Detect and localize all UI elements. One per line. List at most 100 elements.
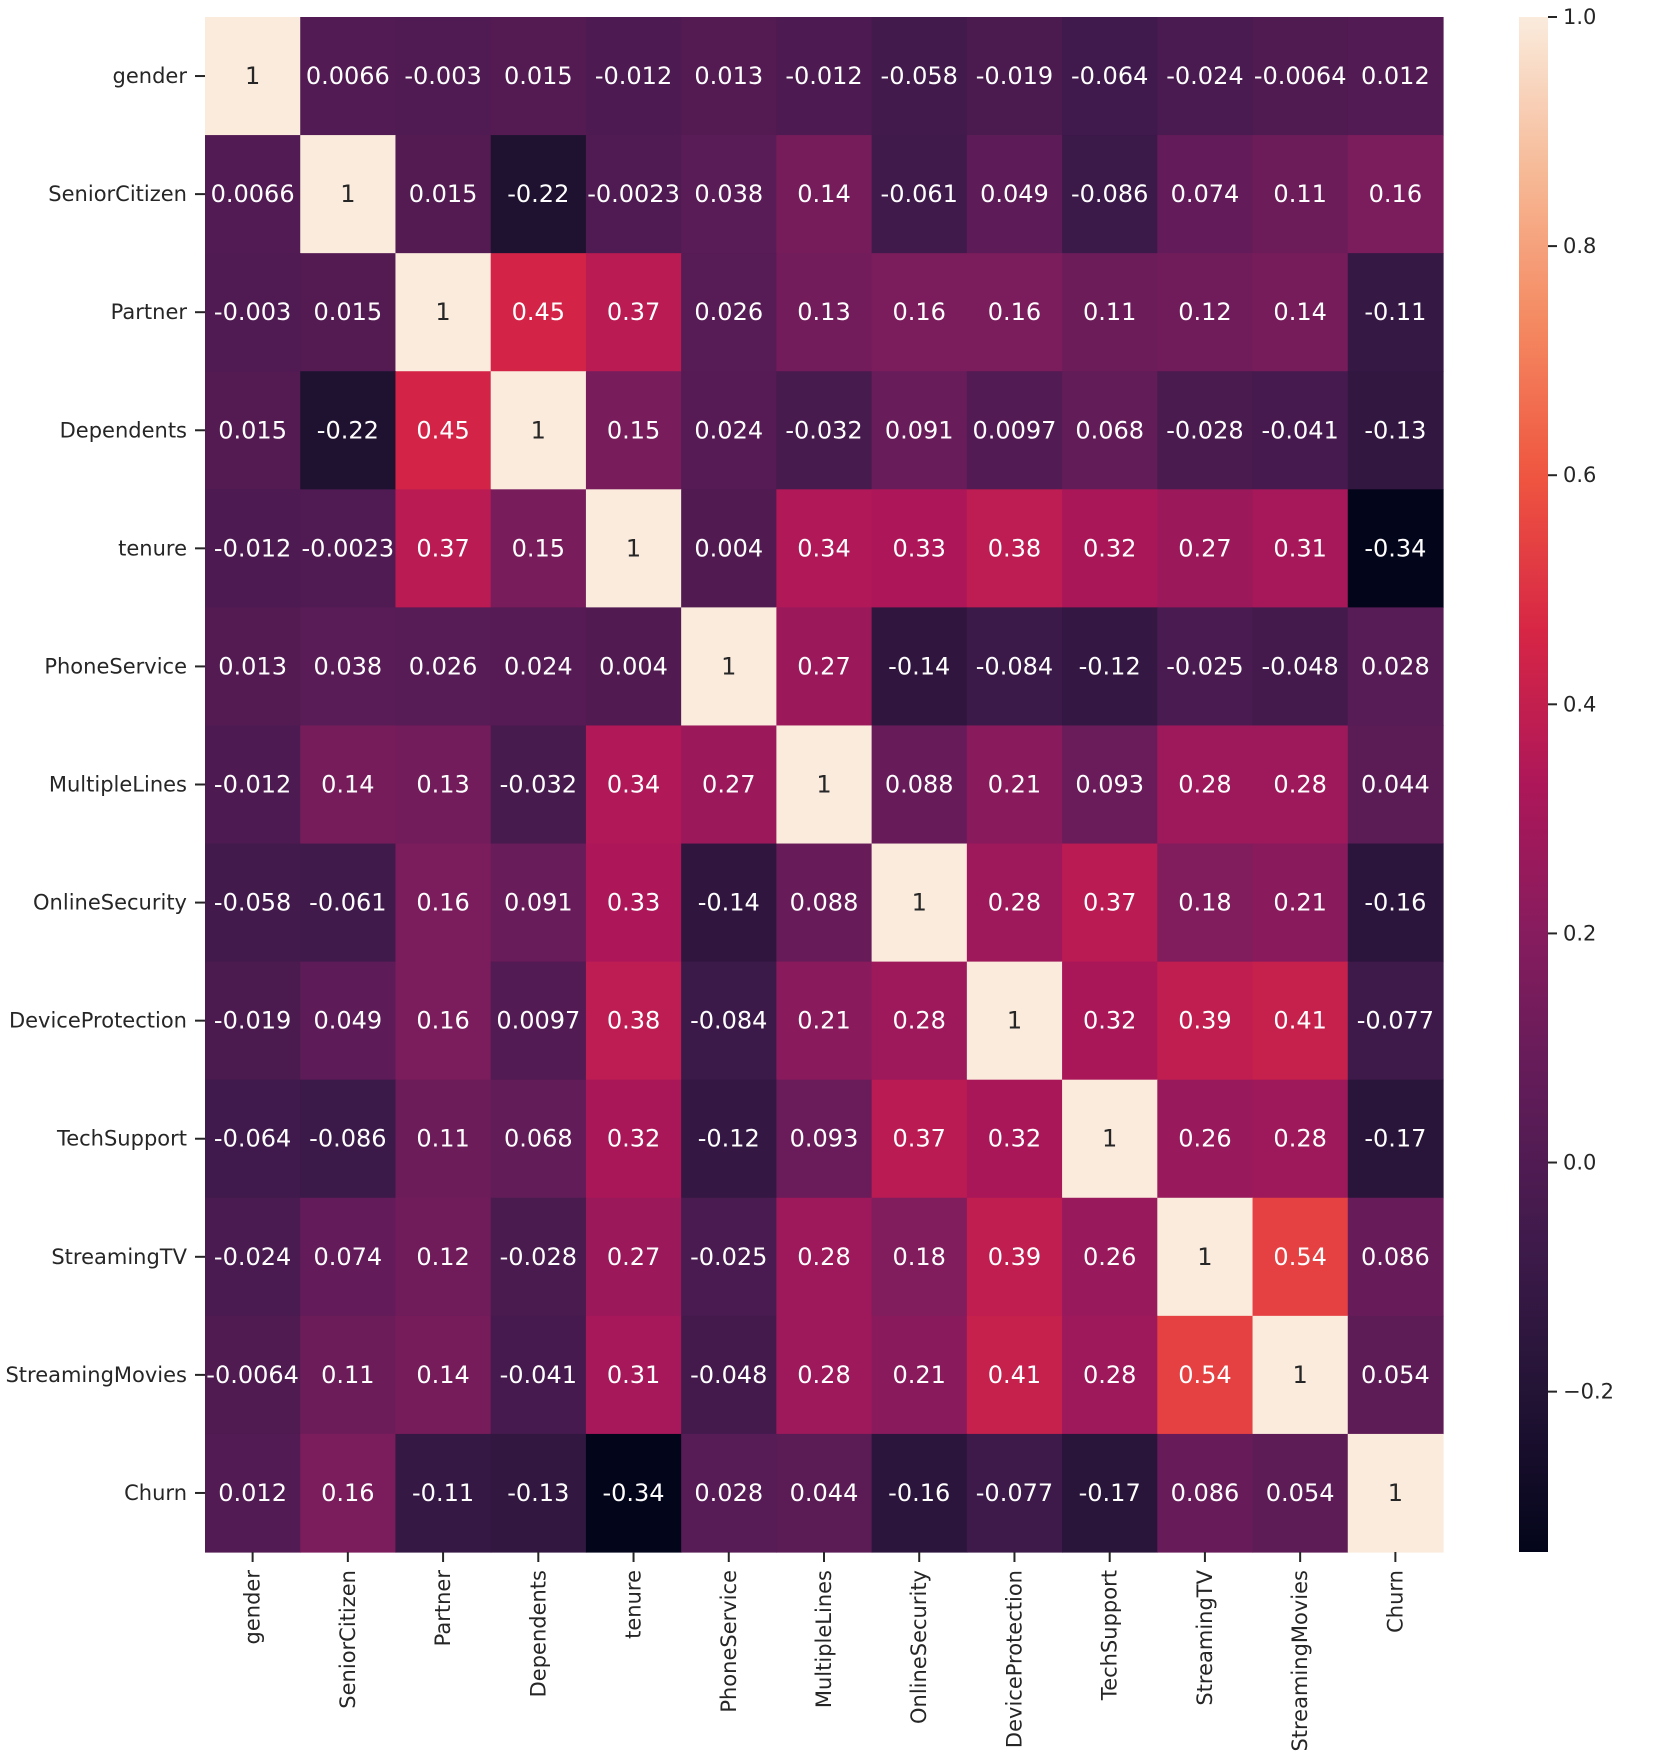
heatmap-cell [490, 1197, 587, 1317]
cell-value-label: 0.16 [988, 298, 1041, 326]
heatmap-cell [1252, 371, 1349, 490]
cell-value-label: 0.28 [797, 1243, 850, 1271]
heatmap-cell [1347, 1197, 1444, 1317]
cell-value-label: 0.54 [1178, 1361, 1231, 1389]
cell-value-label: -0.13 [1364, 416, 1426, 444]
cell-value-label: -0.012 [785, 62, 862, 90]
cell-value-label: -0.048 [690, 1361, 767, 1389]
y-tick-label: Partner [111, 300, 188, 324]
heatmap-cell [1252, 1433, 1349, 1553]
heatmap-cell [1347, 253, 1444, 372]
cell-value-label: -0.0023 [587, 180, 680, 208]
cell-value-label: -0.12 [698, 1125, 760, 1153]
heatmap-cell [490, 961, 587, 1081]
cell-value-label: 0.038 [694, 180, 763, 208]
heatmap-cell [681, 253, 777, 372]
cell-value-label: 0.27 [797, 652, 850, 680]
heatmap-cell [966, 489, 1063, 608]
heatmap-cell [871, 1433, 968, 1553]
cell-value-label: 0.28 [1273, 771, 1326, 799]
y-tick-label: tenure [118, 536, 187, 560]
heatmap-cell [681, 1433, 777, 1553]
heatmap-cell [300, 1433, 397, 1553]
cell-value-label: 0.18 [893, 1243, 946, 1271]
cell-value-label: 0.044 [790, 1479, 859, 1507]
heatmap-cell [395, 607, 492, 727]
heatmap-cell [681, 961, 777, 1081]
heatmap-cell [585, 1315, 682, 1435]
cell-value-label: 0.013 [218, 652, 287, 680]
heatmap-cell [205, 607, 301, 727]
cell-value-label: 0.012 [218, 1479, 287, 1507]
cell-value-label: 0.13 [797, 298, 850, 326]
heatmap-cell [1062, 489, 1158, 608]
heatmap-cell [966, 1197, 1063, 1317]
heatmap-cell [966, 961, 1063, 1081]
colorbar-tick-label: 0.2 [1563, 921, 1596, 945]
cell-value-label: -0.086 [1071, 180, 1148, 208]
heatmap-cell [395, 1197, 492, 1317]
cell-value-label: 0.16 [321, 1479, 374, 1507]
cell-value-label: -0.064 [214, 1125, 291, 1153]
heatmap-cell [1252, 1197, 1349, 1317]
cell-value-label: 1 [435, 298, 450, 326]
cell-value-label: 0.038 [313, 652, 382, 680]
cell-value-label: 1 [245, 62, 260, 90]
cell-value-label: 0.14 [321, 771, 374, 799]
heatmap-cell [1252, 1079, 1349, 1199]
cell-value-label: 0.068 [1075, 416, 1144, 444]
heatmap-cell [1347, 607, 1444, 727]
cell-value-label: -0.0064 [206, 1361, 299, 1389]
heatmap-cell [776, 17, 873, 136]
heatmap-cell [1252, 843, 1349, 963]
heatmap-cell [1062, 253, 1158, 372]
heatmap-cell [871, 253, 968, 372]
heatmap-cell [585, 1079, 682, 1199]
heatmap-cell [776, 1197, 873, 1317]
heatmap-cell [1157, 1433, 1254, 1553]
heatmap-cell [871, 961, 968, 1081]
y-tick-label: DeviceProtection [9, 1009, 187, 1033]
heatmap-cell [490, 253, 587, 372]
cell-value-label: 0.38 [607, 1007, 660, 1035]
cell-value-label: 0.34 [607, 771, 660, 799]
y-axis: gender SeniorCitizen Partner Dependents tenu… [5, 64, 205, 1505]
heatmap-cell [681, 1079, 777, 1199]
cell-value-label: 1 [531, 416, 546, 444]
heatmap-cell [490, 1433, 587, 1553]
cell-value-label: -0.058 [881, 62, 958, 90]
cell-value-label: 0.27 [607, 1243, 660, 1271]
cell-value-label: 0.12 [1178, 298, 1231, 326]
cell-value-label: -0.16 [1364, 889, 1426, 917]
cell-value-label: -0.019 [976, 62, 1053, 90]
heatmap-cell [395, 371, 492, 490]
heatmap-cell [395, 1315, 492, 1435]
heatmap-cell [871, 371, 968, 490]
cell-value-label: -0.17 [1079, 1479, 1141, 1507]
heatmap-cell [205, 135, 301, 254]
cell-value-label: -0.058 [214, 889, 291, 917]
heatmap-cell [776, 1433, 873, 1553]
cell-value-label: -0.048 [1261, 652, 1338, 680]
heatmap-cell [1062, 725, 1158, 845]
cell-value-label: 0.41 [988, 1361, 1041, 1389]
cell-value-label: -0.061 [309, 889, 386, 917]
heatmap-cell [871, 1079, 968, 1199]
heatmap-cell [681, 1197, 777, 1317]
heatmap-cell [966, 1079, 1063, 1199]
cell-value-label: 0.0066 [306, 62, 390, 90]
cell-value-label: -0.084 [976, 652, 1053, 680]
cell-value-label: 0.12 [416, 1243, 469, 1271]
heatmap-cell [490, 607, 587, 727]
heatmap-cell [1157, 253, 1254, 372]
cell-value-label: 0.015 [504, 62, 573, 90]
cell-value-label: -0.11 [1364, 298, 1426, 326]
cell-value-label: 0.004 [694, 534, 763, 562]
cell-value-label: 0.049 [313, 1007, 382, 1035]
cell-value-label: 0.27 [702, 771, 755, 799]
heatmap-cell [776, 725, 873, 845]
cell-value-label: 0.11 [416, 1125, 469, 1153]
cell-value-label: 1 [912, 889, 927, 917]
heatmap-cell [1157, 843, 1254, 963]
